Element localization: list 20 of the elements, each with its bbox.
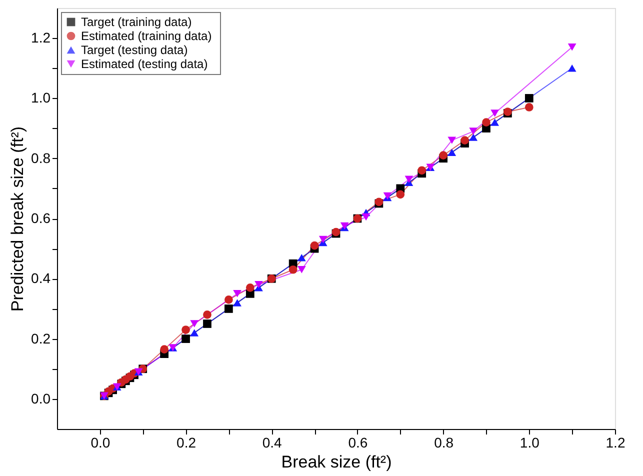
y-tick-label: 0.6 — [31, 210, 51, 226]
legend-label: Estimated (testing data) — [81, 57, 208, 71]
x-tick-label: 0.0 — [90, 434, 110, 450]
y-tick-label: 1.2 — [31, 30, 51, 46]
x-tick-label: 0.8 — [434, 434, 454, 450]
y-tick-label: 1.0 — [31, 90, 51, 106]
x-tick-label: 0.4 — [262, 434, 282, 450]
x-tick-label: 0.6 — [348, 434, 368, 450]
x-tick-label: 0.2 — [176, 434, 196, 450]
y-tick-label: 0.0 — [31, 390, 51, 406]
x-axis-title: Break size (ft²) — [281, 452, 392, 472]
y-tick-label: 0.4 — [31, 270, 51, 286]
y-axis-title: Predicted break size (ft²) — [8, 126, 28, 312]
legend-label: Target (training data) — [81, 15, 192, 29]
x-tick-label: 1.2 — [606, 434, 626, 450]
x-tick-label: 1.0 — [520, 434, 540, 450]
legend-label: Estimated (training data) — [81, 29, 212, 43]
y-tick-label: 0.2 — [31, 330, 51, 346]
y-tick-label: 0.8 — [31, 150, 51, 166]
legend-label: Target (testing data) — [81, 43, 188, 57]
